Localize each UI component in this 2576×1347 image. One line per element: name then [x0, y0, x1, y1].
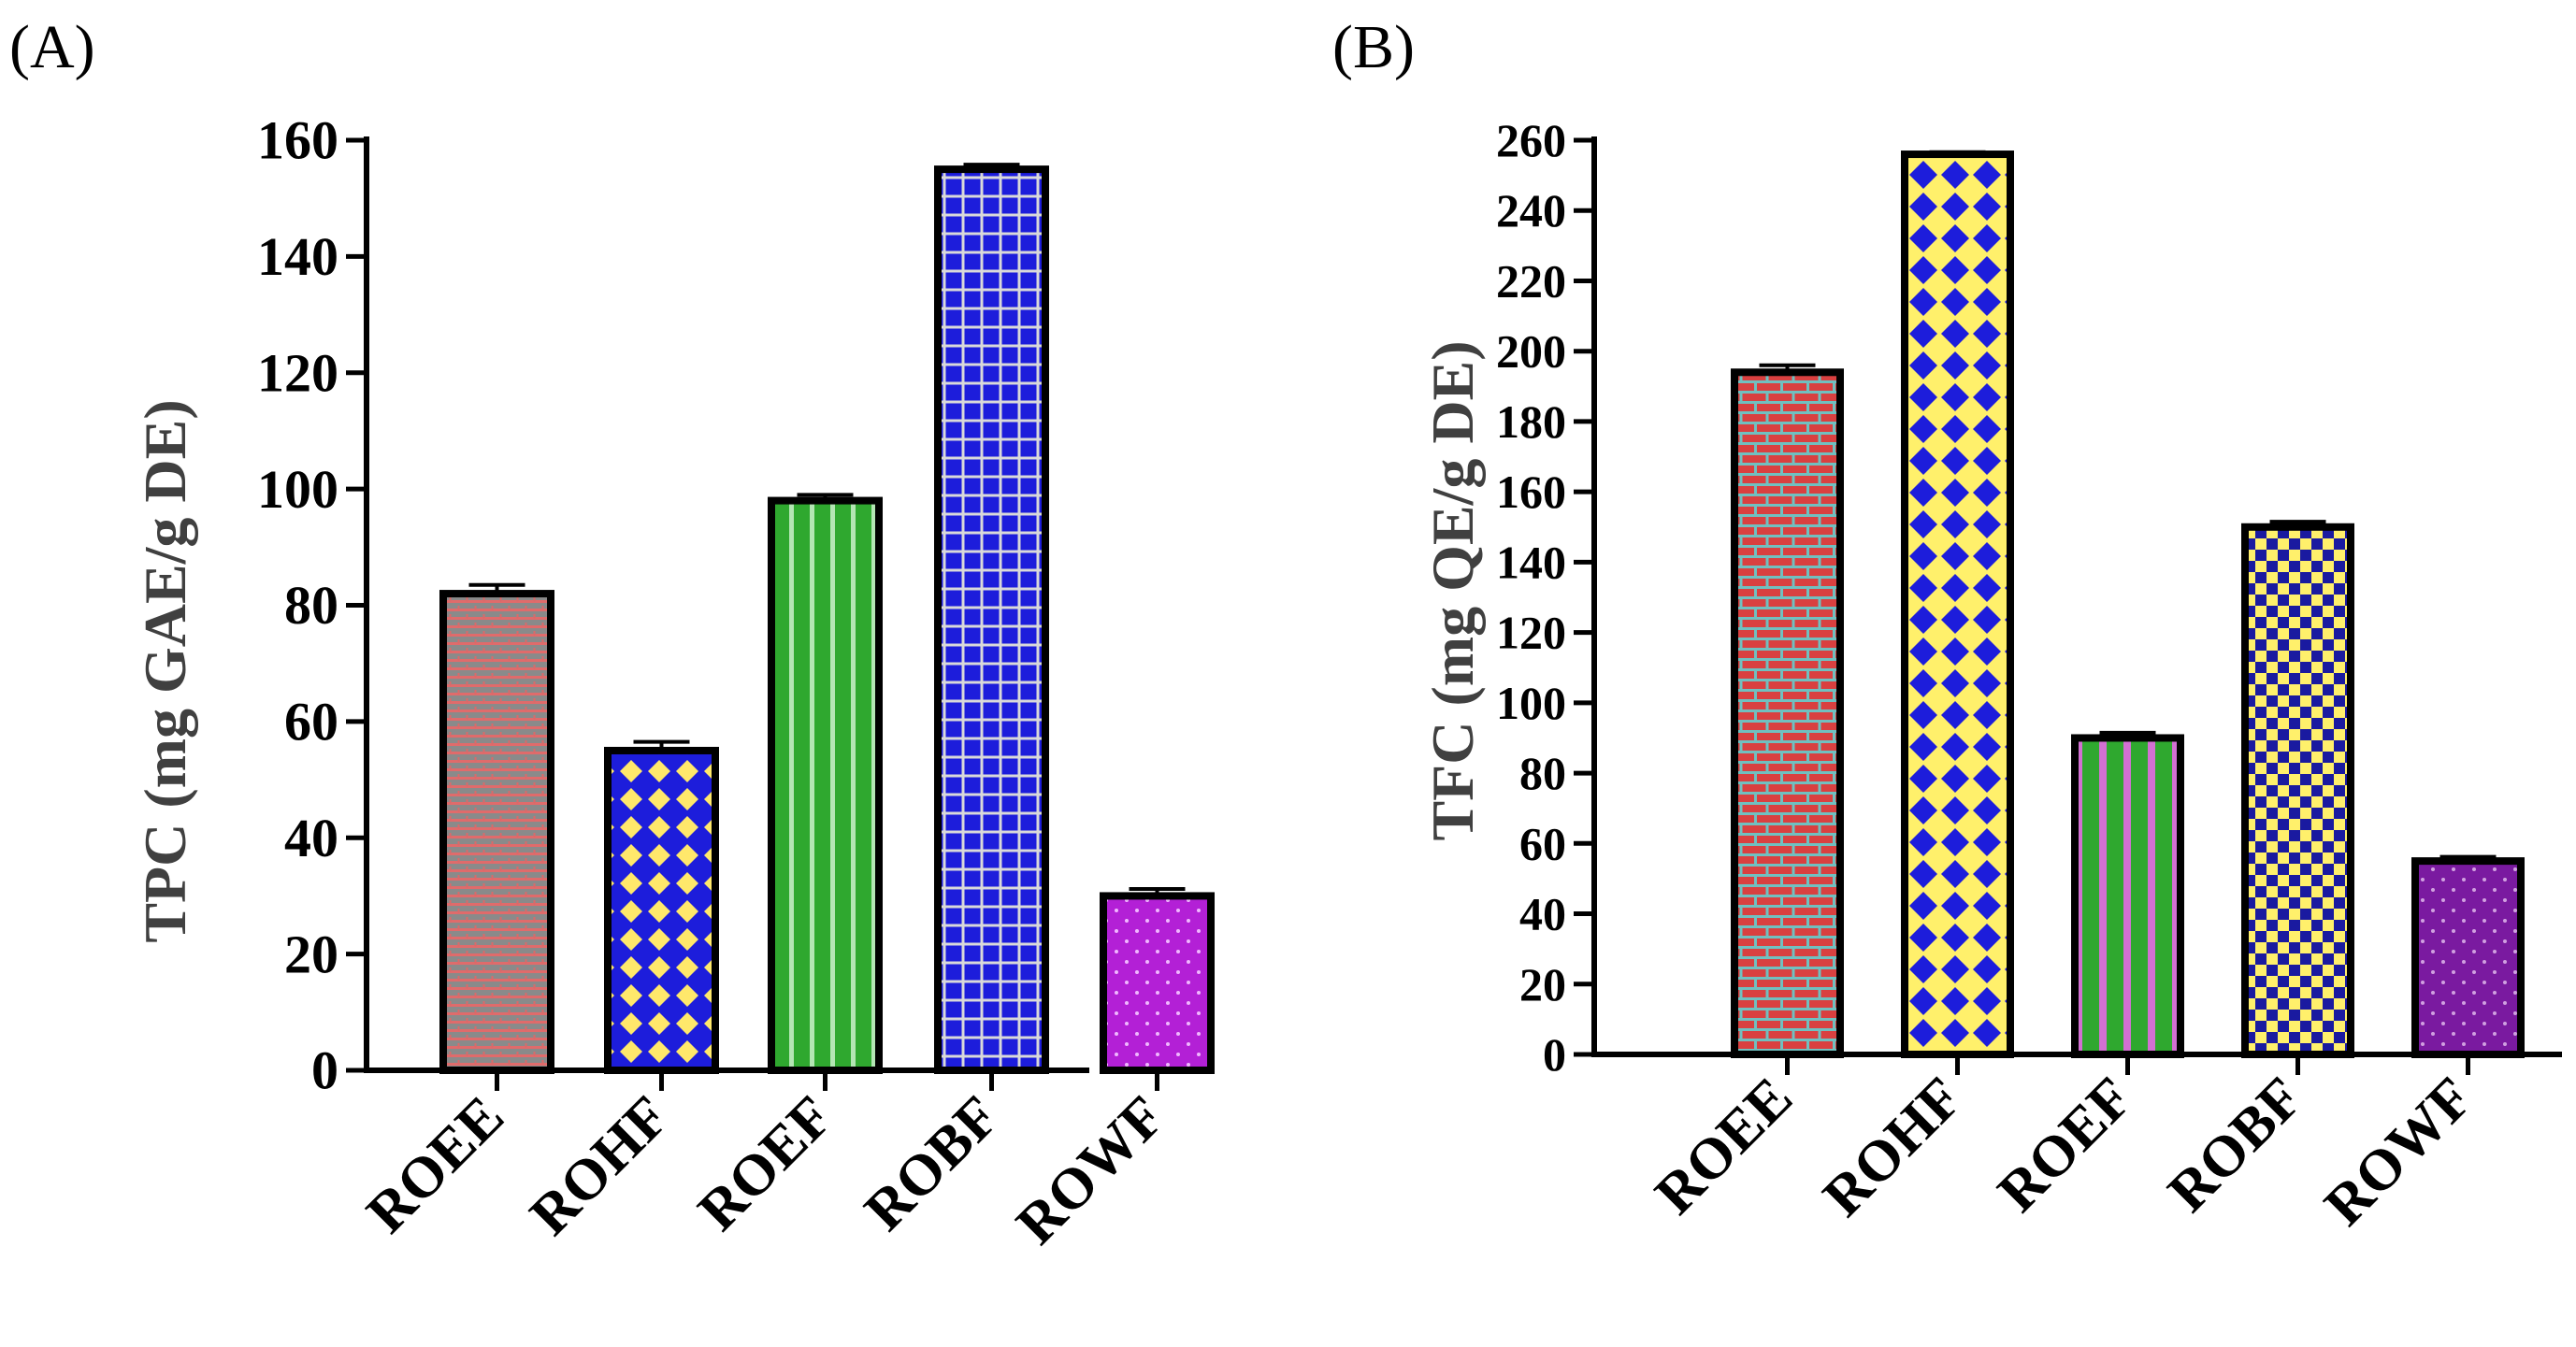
y-tick-label: 120	[1496, 607, 1566, 659]
panel-b-axes: 0 20 40 60 80 100 120 140 160 180 200 220 240 260 ROEE…	[1496, 114, 2562, 1238]
y-tick-label: 220	[1496, 254, 1566, 307]
y-tick-label: 40	[1519, 888, 1566, 940]
x-category-label: ROHF	[518, 1084, 682, 1248]
x-category-label: ROBF	[2156, 1066, 2315, 1225]
bar-rohf	[1901, 150, 2014, 1059]
y-tick-label: 0	[1543, 1028, 1566, 1081]
bar-rohf	[604, 746, 719, 1074]
y-tick-label: 160	[257, 110, 338, 171]
bar-roee	[439, 590, 554, 1074]
bar-rowf	[1100, 892, 1215, 1074]
bar-roef	[768, 496, 883, 1074]
y-tick-label: 0	[311, 1040, 338, 1101]
bar-roef	[2071, 734, 2184, 1058]
y-tick-label: 140	[1496, 536, 1566, 588]
bar-rowf	[2411, 857, 2525, 1058]
panel-a: (A) TPC (mg GAE/g DE) 0 20 40 60 80 100 120 140…	[9, 13, 1215, 1256]
y-tick-label: 60	[284, 692, 338, 752]
y-tick-label: 120	[257, 342, 338, 403]
y-tick-label: 240	[1496, 184, 1566, 236]
x-category-label: ROEF	[1986, 1066, 2145, 1225]
y-tick-label: 160	[1496, 466, 1566, 518]
y-tick-label: 100	[257, 459, 338, 520]
y-tick-label: 40	[284, 808, 338, 868]
panel-b-label: (B)	[1332, 13, 1415, 81]
x-category-label: ROEE	[1644, 1066, 1805, 1226]
y-tick-label: 140	[257, 226, 338, 287]
y-tick-label: 260	[1496, 114, 1566, 166]
y-tick-label: 80	[1519, 747, 1566, 799]
panel-b: (B) TFC (mg QE/g DE) 0 20 40 60 80 100 120 140 1…	[1332, 13, 2562, 1238]
y-tick-label: 200	[1496, 325, 1566, 378]
bar-robf	[2241, 523, 2354, 1058]
panel-a-bars	[439, 163, 1215, 1074]
y-tick-label: 80	[284, 575, 338, 636]
panel-b-bars	[1731, 150, 2525, 1059]
y-tick-label: 20	[284, 924, 338, 984]
x-category-label: ROEE	[355, 1084, 516, 1245]
panel-b-y-axis-title: TFC (mg QE/g DE)	[1419, 340, 1486, 840]
panel-a-label: (A)	[9, 13, 95, 81]
x-category-label: ROHF	[1811, 1066, 1975, 1229]
y-tick-label: 60	[1519, 817, 1566, 869]
y-tick-label: 20	[1519, 958, 1566, 1010]
x-category-label: ROEF	[686, 1084, 845, 1243]
y-tick-label: 180	[1496, 395, 1566, 448]
y-tick-label: 100	[1496, 677, 1566, 729]
x-category-label: ROWF	[1004, 1084, 1176, 1256]
bar-roee	[1731, 368, 1844, 1058]
x-category-label: ROWF	[2312, 1066, 2484, 1238]
bar-robf	[934, 165, 1049, 1074]
x-category-label: ROBF	[853, 1084, 1012, 1243]
panel-a-y-axis-title: TPC (mg GAE/g DE)	[132, 399, 198, 942]
